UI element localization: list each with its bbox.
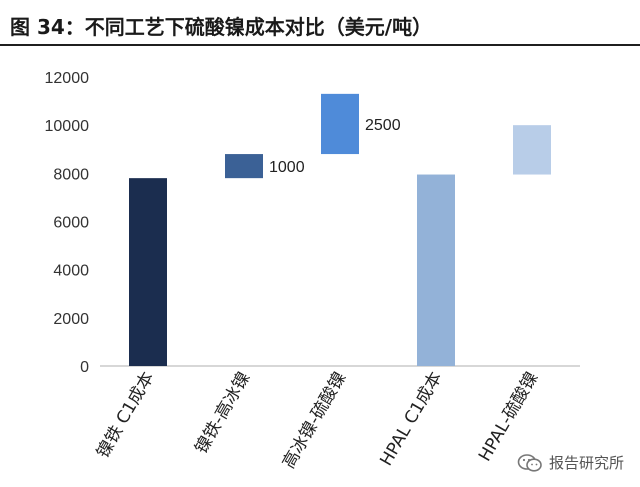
y-tick-label: 0: [80, 359, 89, 376]
bar: [225, 154, 263, 179]
x-tick-label: 高冰镍-硫酸镍: [279, 369, 350, 473]
x-tick-label: HPAL-硫酸镍: [475, 369, 542, 466]
watermark-text: 报告研究所: [548, 454, 624, 472]
x-tick-label: 镍铁-高冰镍: [191, 369, 254, 458]
watermark: 报告研究所: [517, 452, 624, 473]
figure-title: 图 34：不同工艺下硫酸镍成本对比（美元/吨）: [10, 15, 433, 39]
data-label: 2500: [365, 117, 401, 134]
figure-title-bar: 图 34：不同工艺下硫酸镍成本对比（美元/吨）: [0, 0, 640, 46]
bar: [513, 125, 551, 175]
wechat-icon: [517, 453, 542, 472]
y-tick-label: 2000: [53, 311, 89, 328]
x-tick-label: 镍铁 C1成本: [93, 369, 158, 462]
x-tick-label: HPAL C1成本: [376, 369, 446, 470]
y-tick-label: 12000: [45, 70, 90, 87]
y-tick-label: 8000: [53, 166, 89, 183]
bar: [417, 174, 455, 366]
bar: [129, 178, 167, 366]
y-tick-label: 4000: [53, 263, 89, 280]
data-label: 1000: [269, 159, 305, 176]
bar: [321, 93, 359, 155]
y-tick-label: 6000: [53, 215, 89, 232]
y-tick-label: 10000: [45, 118, 90, 135]
